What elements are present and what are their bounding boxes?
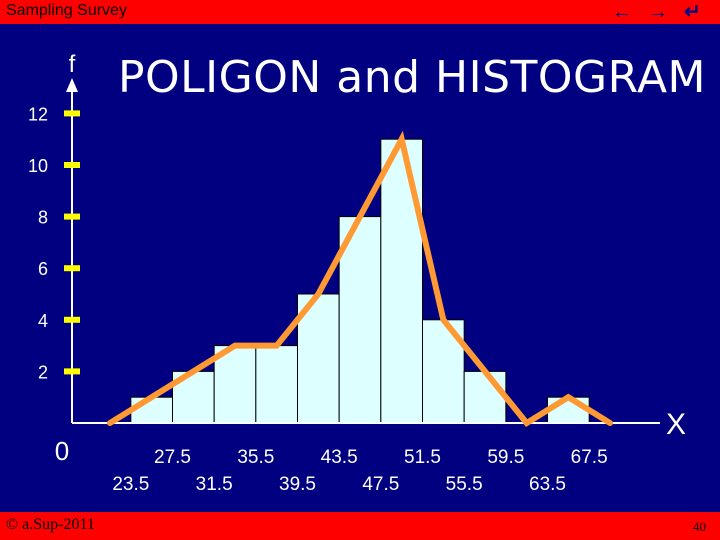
y-tick-mark-10 xyxy=(64,162,80,168)
y-tick-label-8: 8 xyxy=(38,208,48,228)
x-boundary-label-lower: 31.5 xyxy=(196,474,233,495)
x-boundary-label-upper: 51.5 xyxy=(404,447,441,468)
frequency-polygon-line xyxy=(107,130,613,427)
x-boundary-label-lower: 23.5 xyxy=(112,474,149,495)
histogram-bar-7 xyxy=(380,138,424,424)
nav-back-icon[interactable]: ← xyxy=(612,1,632,23)
histogram-bar-11 xyxy=(547,396,590,424)
x-axis-label: X xyxy=(666,408,686,441)
y-tick-label-6: 6 xyxy=(38,259,48,279)
histogram-bar-6 xyxy=(338,216,382,424)
copyright-text: © a.Sup-2011 xyxy=(6,516,95,533)
page-number: 40 xyxy=(693,519,706,534)
x-boundary-label-upper: 59.5 xyxy=(487,447,524,468)
x-boundary-label-upper: 35.5 xyxy=(237,447,274,468)
histogram-chart: 2 4 6 8 10 12 f 0 X 27.5 35.5 43.5 51.5 59.5 67.5 23.5 3… xyxy=(28,51,686,495)
y-tick-label-4: 4 xyxy=(38,311,48,331)
chart-title: POLIGON and HISTOGRAM xyxy=(118,52,706,103)
y-axis-label: f xyxy=(69,51,76,78)
y-tick-label-2: 2 xyxy=(38,362,48,382)
nav-return-icon[interactable]: ↵ xyxy=(684,1,701,23)
y-tick-mark-2 xyxy=(64,368,80,375)
title-bar: Sampling Survey ← → ↵ xyxy=(0,0,720,24)
nav-forward-icon[interactable]: → xyxy=(648,1,668,23)
y-tick-label-12: 12 xyxy=(28,104,48,124)
x-boundary-label-lower: 39.5 xyxy=(279,474,316,495)
x-boundary-label-upper: 67.5 xyxy=(571,447,608,468)
x-boundary-label-lower: 47.5 xyxy=(362,474,399,495)
x-boundary-label-lower: 55.5 xyxy=(446,474,483,495)
histogram-bar-4 xyxy=(255,345,298,424)
histogram-bar-9 xyxy=(463,370,507,424)
y-tick-label-10: 10 xyxy=(28,156,48,176)
x-boundary-label-upper: 43.5 xyxy=(321,447,358,468)
origin-label: 0 xyxy=(55,436,69,466)
footer-bar: © a.Sup-2011 40 xyxy=(0,512,720,540)
histogram-bar-1 xyxy=(130,396,173,424)
y-tick-mark-6 xyxy=(64,265,80,272)
x-boundary-label-upper: 27.5 xyxy=(154,447,191,468)
header-title: Sampling Survey xyxy=(6,2,127,19)
y-tick-mark-4 xyxy=(64,316,80,323)
y-tick-mark-8 xyxy=(64,213,80,220)
histogram-bar-3 xyxy=(213,345,257,424)
x-boundary-label-lower: 63.5 xyxy=(529,474,566,495)
y-axis-arrow-icon xyxy=(66,78,78,92)
y-tick-mark-12 xyxy=(64,110,80,117)
